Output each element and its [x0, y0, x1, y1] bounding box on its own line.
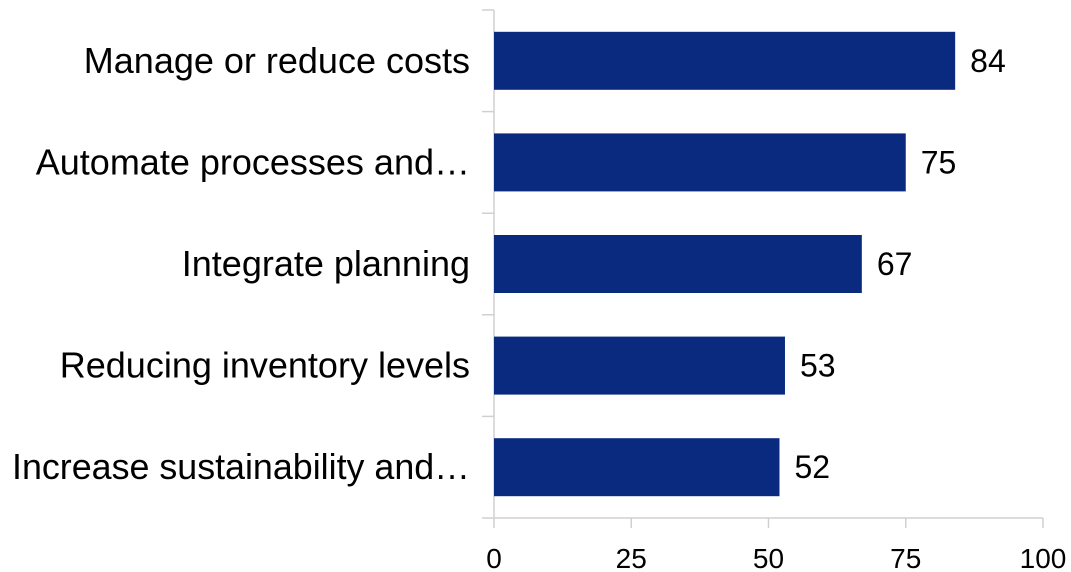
bar — [494, 235, 862, 293]
x-tick-label: 25 — [616, 543, 647, 572]
x-tick-label: 50 — [753, 543, 784, 572]
bar — [494, 438, 780, 497]
value-labels: 84 75 67 53 52 — [794, 43, 1005, 485]
bars — [494, 31, 956, 497]
data-label: 67 — [877, 246, 913, 282]
bar — [494, 336, 785, 395]
category-label: Increase sustainability and… — [12, 446, 470, 487]
category-labels: Manage or reduce costs Automate processes… — [12, 40, 470, 487]
data-label: 84 — [970, 43, 1006, 79]
category-label: Automate processes and… — [36, 141, 470, 182]
data-label: 53 — [800, 348, 836, 384]
category-label: Integrate planning — [182, 243, 470, 284]
bar — [494, 31, 956, 90]
data-label: 75 — [921, 144, 957, 180]
x-tick-labels: 0 25 50 75 100 — [486, 543, 1066, 572]
category-label: Manage or reduce costs — [84, 40, 470, 81]
x-tick-label: 75 — [890, 543, 921, 572]
data-label: 52 — [794, 449, 830, 485]
x-tick-label: 0 — [486, 543, 502, 572]
x-tick-label: 100 — [1020, 543, 1067, 572]
category-label: Reducing inventory levels — [60, 345, 470, 386]
bar — [494, 133, 906, 192]
